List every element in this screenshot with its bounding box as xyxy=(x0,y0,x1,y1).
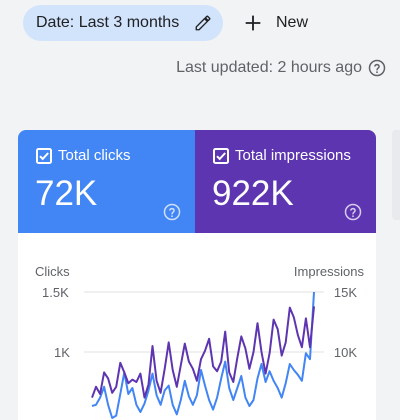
impressions-series-line xyxy=(91,306,315,399)
clicks-series-line xyxy=(91,291,315,419)
help-icon[interactable] xyxy=(163,203,181,221)
impressions-axis-title: Impressions xyxy=(293,264,364,279)
pencil-icon xyxy=(195,15,211,31)
date-filter-chip[interactable]: Date: Last 3 months xyxy=(23,5,223,41)
last-updated-text: Last updated: 2 hours ago xyxy=(176,59,362,76)
clicks-axis-title: Clicks xyxy=(35,264,70,279)
plus-icon xyxy=(245,15,261,31)
checkbox-checked-icon[interactable] xyxy=(36,148,52,164)
impressions-tick-label: 15K xyxy=(333,285,357,300)
total-clicks-value: 72K xyxy=(35,174,98,213)
clicks-tick-label: 1K xyxy=(54,345,70,360)
total-impressions-label: Total impressions xyxy=(235,147,351,164)
help-icon[interactable] xyxy=(344,203,362,221)
clicks-tick-label: 1.5K xyxy=(42,285,69,300)
total-clicks-label: Total clicks xyxy=(58,147,131,164)
performance-chart xyxy=(84,291,324,419)
total-clicks-tile[interactable]: Total clicks 72K xyxy=(18,130,195,233)
new-filter-button[interactable]: New xyxy=(242,5,308,41)
performance-card: Total clicks 72K Total impressions 922K … xyxy=(18,130,376,420)
date-filter-label: Date: Last 3 months xyxy=(36,14,180,31)
total-impressions-tile[interactable]: Total impressions 922K xyxy=(195,130,376,233)
checkbox-checked-icon[interactable] xyxy=(213,148,229,164)
help-icon[interactable] xyxy=(368,59,386,77)
impressions-tick-label: 10K xyxy=(333,345,357,360)
last-updated: Last updated: 2 hours ago xyxy=(176,58,386,78)
scroll-edge xyxy=(392,130,400,220)
total-impressions-value: 922K xyxy=(212,174,294,213)
new-filter-label: New xyxy=(276,14,309,31)
